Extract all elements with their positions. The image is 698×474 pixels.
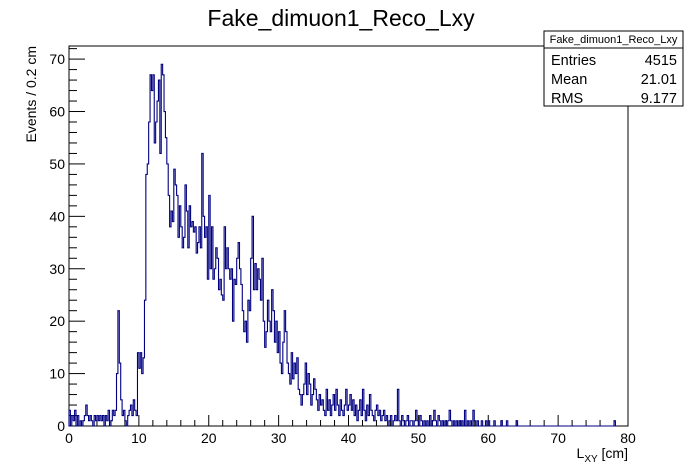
x-axis-label-unit: [cm] [598, 445, 628, 461]
y-tick-label: 20 [49, 313, 65, 329]
y-tick-label: 40 [49, 208, 65, 224]
x-tick-label: 50 [411, 430, 427, 446]
x-tick-label: 80 [620, 430, 636, 446]
x-tick-label: 0 [65, 430, 73, 446]
x-tick-label: 60 [480, 430, 496, 446]
y-tick-label: 10 [49, 366, 65, 382]
y-tick-label: 70 [49, 51, 65, 67]
stats-entries-value: 4515 [645, 53, 677, 69]
y-tick-label: 50 [49, 156, 65, 172]
x-tick-label: 70 [550, 430, 566, 446]
chart-title: Fake_dimuon1_Reco_Lxy [207, 5, 475, 31]
y-axis-label: Events / 0.2 cm [23, 46, 39, 142]
stats-mean-value: 21.01 [641, 72, 677, 88]
stats-mean-label: Mean [551, 72, 587, 88]
histogram-series [69, 64, 617, 426]
x-axis-label: LXY [cm] [577, 445, 628, 465]
stats-rms-value: 9.177 [641, 91, 677, 107]
stats-rms-label: RMS [551, 91, 583, 107]
x-tick-label: 30 [271, 430, 287, 446]
x-axis: 0 10 20 30 40 50 60 70 80 [65, 415, 636, 446]
y-tick-label: 0 [57, 418, 65, 434]
x-axis-label-sub: XY [584, 454, 598, 465]
y-tick-label: 60 [49, 104, 65, 120]
stats-box-name: Fake_dimuon1_Reco_Lxy [550, 34, 678, 46]
x-tick-label: 40 [341, 430, 357, 446]
stats-entries-label: Entries [551, 53, 596, 69]
x-tick-label: 10 [131, 430, 147, 446]
y-axis: 0 10 20 30 40 50 60 70 [49, 49, 85, 434]
stats-box: Fake_dimuon1_Reco_Lxy Entries 4515 Mean … [544, 31, 683, 107]
x-axis-label-main: L [577, 445, 585, 461]
x-tick-label: 20 [201, 430, 217, 446]
y-tick-label: 30 [49, 261, 65, 277]
